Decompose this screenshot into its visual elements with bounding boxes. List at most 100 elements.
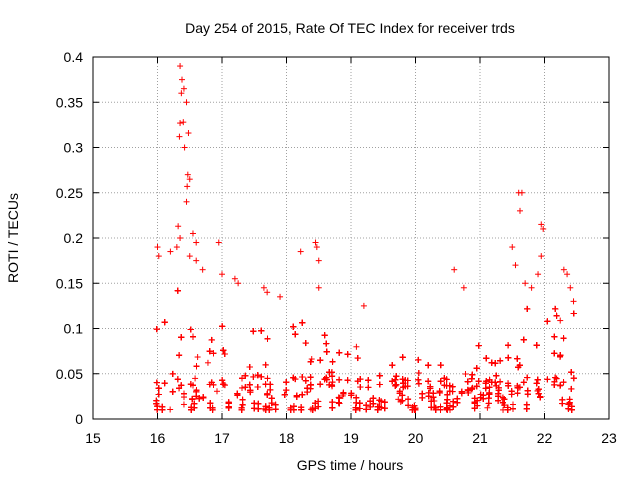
data-point (313, 244, 320, 251)
data-point (238, 384, 245, 391)
data-point (155, 253, 162, 260)
data-point (167, 248, 174, 255)
data-point (560, 266, 567, 273)
data-point (518, 189, 525, 196)
data-point (533, 342, 540, 349)
data-point (365, 377, 372, 384)
data-point (297, 248, 304, 255)
data-point (264, 289, 271, 296)
data-point (181, 144, 188, 151)
data-point (268, 395, 275, 402)
data-point (551, 333, 558, 340)
data-point (523, 401, 530, 408)
data-point (522, 280, 529, 287)
data-point (323, 340, 330, 347)
x-axis-label: GPS time / hours (297, 457, 404, 473)
data-point (477, 391, 484, 398)
data-point (464, 378, 471, 385)
data-point (186, 253, 193, 260)
data-point (560, 335, 567, 342)
data-point (557, 382, 564, 389)
data-point (239, 396, 246, 403)
data-point (431, 397, 438, 404)
data-point (219, 271, 225, 278)
data-point (443, 405, 450, 412)
data-point (505, 342, 512, 349)
data-point (302, 377, 309, 384)
data-point (193, 239, 200, 246)
data-point (514, 390, 521, 397)
x-tick-label: 23 (601, 430, 617, 446)
data-point (176, 352, 183, 359)
data-point (255, 400, 262, 407)
data-point (353, 343, 360, 350)
data-point (468, 386, 475, 393)
data-point (154, 244, 161, 251)
data-point (312, 239, 319, 246)
data-point (524, 391, 531, 398)
x-tick-label: 15 (85, 430, 101, 446)
data-point (281, 391, 288, 398)
data-point (360, 302, 367, 309)
data-point (299, 374, 306, 381)
data-point (560, 379, 567, 386)
data-point (183, 99, 190, 106)
data-point (200, 394, 207, 401)
data-point (381, 405, 388, 412)
data-point (512, 262, 519, 269)
data-point (399, 397, 406, 404)
data-point (344, 377, 351, 384)
data-point (213, 388, 220, 395)
data-point (510, 401, 517, 408)
data-point (307, 381, 314, 388)
data-point (317, 381, 324, 388)
x-tick-label: 22 (537, 430, 553, 446)
data-point (264, 375, 271, 382)
data-point (153, 397, 160, 404)
data-point (267, 386, 274, 393)
data-point (415, 369, 422, 376)
data-point (370, 395, 377, 402)
data-point (204, 359, 211, 366)
data-point (193, 363, 200, 370)
data-point (486, 389, 493, 396)
y-tick-label: 0.2 (64, 230, 84, 246)
data-point (482, 385, 489, 392)
data-point (277, 293, 284, 300)
data-point (262, 361, 269, 368)
data-point (516, 207, 523, 214)
data-point (260, 284, 267, 291)
data-point (454, 395, 461, 402)
data-point (475, 342, 482, 349)
data-point (508, 391, 515, 398)
data-point (485, 395, 492, 402)
x-tick-label: 17 (214, 430, 230, 446)
data-point (570, 298, 577, 305)
data-point (180, 401, 187, 408)
y-tick-label: 0.05 (56, 366, 83, 382)
data-point (167, 406, 174, 413)
data-point (389, 362, 396, 369)
data-points (153, 63, 577, 413)
data-point (473, 365, 480, 372)
data-point (443, 400, 450, 407)
data-point (175, 223, 182, 230)
data-point (393, 373, 400, 380)
data-point (405, 396, 412, 403)
data-point (356, 405, 363, 412)
data-point (488, 359, 495, 366)
data-point (415, 356, 422, 363)
data-point (419, 390, 426, 397)
data-point (262, 381, 269, 388)
data-point (183, 198, 190, 205)
data-point (155, 391, 162, 398)
data-point (449, 388, 456, 395)
data-point (381, 399, 388, 406)
data-point (153, 379, 160, 386)
data-point (528, 284, 535, 291)
data-point (264, 390, 271, 397)
data-point (329, 404, 336, 411)
data-point (169, 388, 176, 395)
data-point (509, 244, 516, 251)
